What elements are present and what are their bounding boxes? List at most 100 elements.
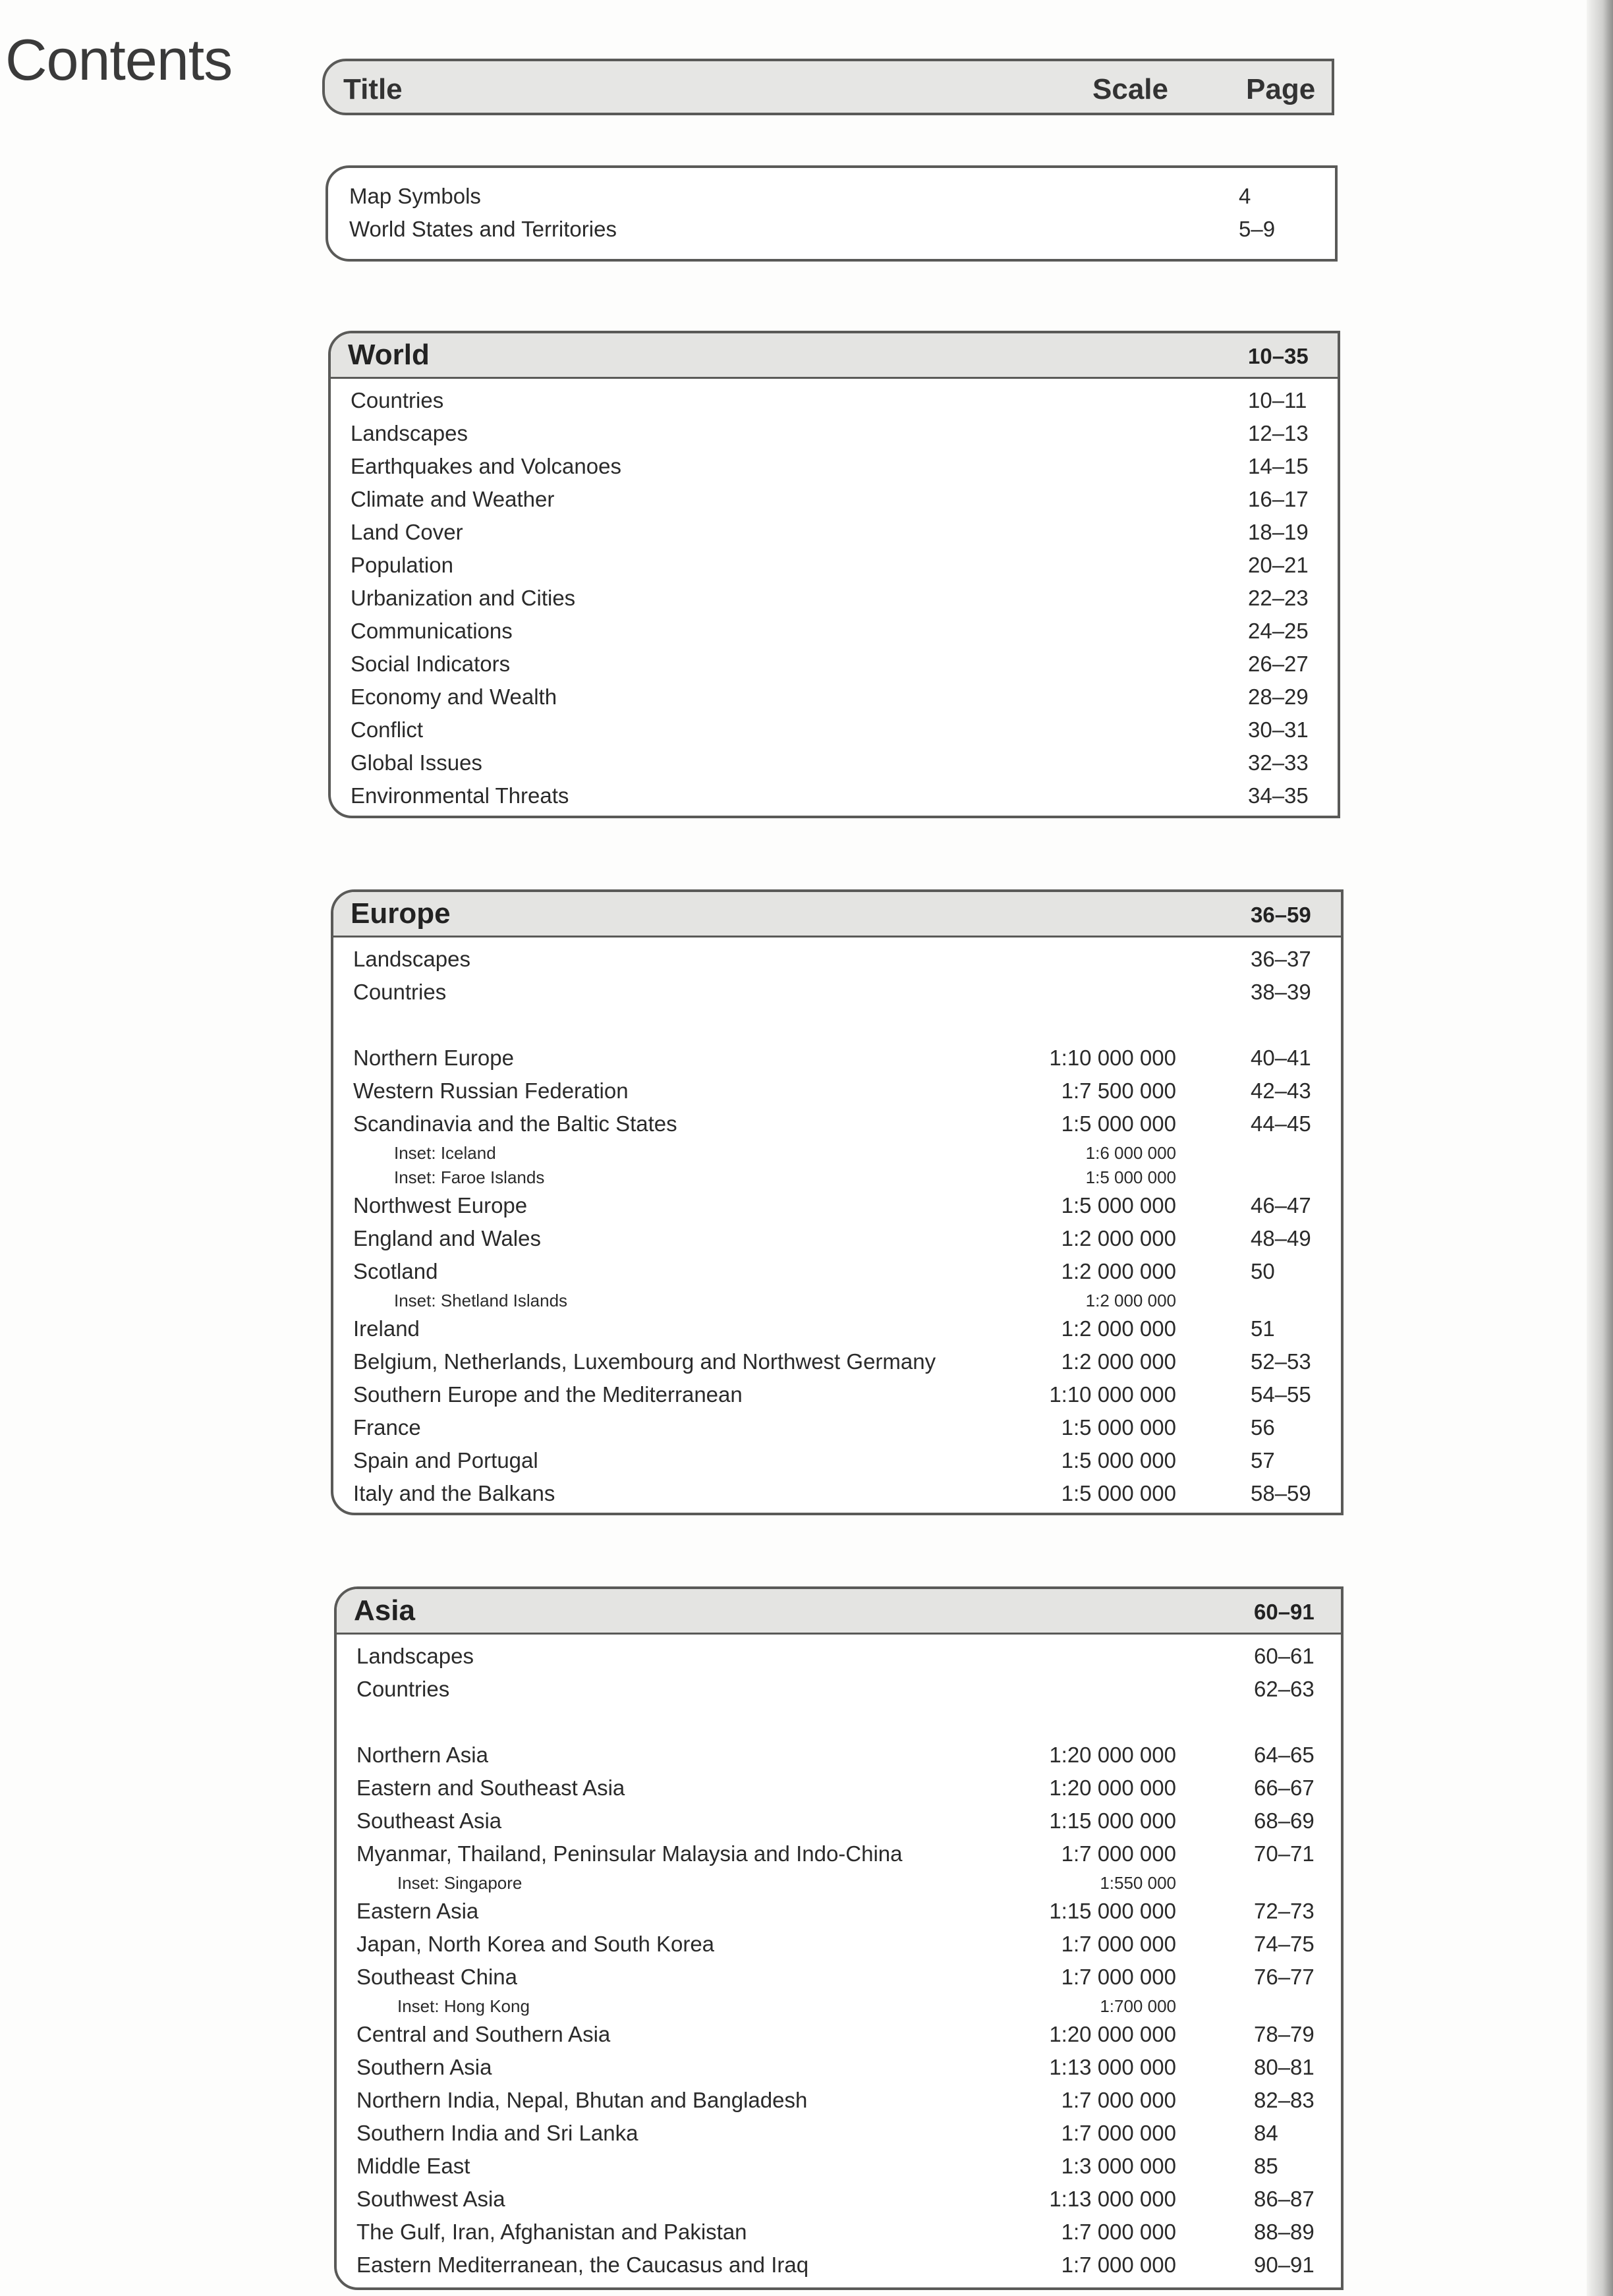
entry-title: Communications: [351, 619, 513, 643]
entry-title: World States and Territories: [349, 217, 617, 241]
entry-page: 20–21: [1248, 553, 1309, 577]
toc-entry[interactable]: Global Issues 32–33: [331, 746, 1338, 779]
toc-entry[interactable]: Land Cover 18–19: [331, 516, 1338, 549]
toc-entry[interactable]: Western Russian Federation 1:7 500 000 42–…: [333, 1075, 1341, 1107]
inset-scale: 1:700 000: [1100, 1996, 1176, 2016]
entry-page: 24–25: [1248, 619, 1309, 643]
inset-title: Inset: Shetland Islands: [394, 1291, 568, 1310]
section-title: Asia: [354, 1594, 415, 1627]
toc-entry[interactable]: Social Indicators 26–27: [331, 648, 1338, 681]
inset-entry: Inset: Hong Kong 1:700 000: [337, 1994, 1341, 2018]
entry-scale: 1:7 000 000: [1061, 2253, 1176, 2277]
entry-scale: 1:7 000 000: [1061, 2220, 1176, 2244]
toc-entry[interactable]: Eastern Asia 1:15 000 000 72–73: [337, 1895, 1341, 1928]
toc-entry[interactable]: Map Symbols 4: [328, 184, 1335, 221]
entry-page: 38–39: [1251, 980, 1311, 1004]
entry-title: Climate and Weather: [351, 487, 555, 511]
toc-entry[interactable]: England and Wales 1:2 000 000 48–49: [333, 1222, 1341, 1255]
section-pages: 60–91: [1254, 1600, 1315, 1624]
entry-page: 48–49: [1251, 1226, 1311, 1250]
entry-title: Map Symbols: [349, 184, 481, 208]
toc-entry[interactable]: Conflict 30–31: [331, 714, 1338, 746]
toc-entry[interactable]: Eastern Mediterranean, the Caucasus and …: [337, 2249, 1341, 2282]
toc-entry[interactable]: Scandinavia and the Baltic States 1:5 000…: [333, 1107, 1341, 1140]
toc-entry[interactable]: Northern Asia 1:20 000 000 64–65: [337, 1739, 1341, 1772]
entry-page: 52–53: [1251, 1349, 1311, 1374]
entry-scale: 1:2 000 000: [1061, 1349, 1176, 1374]
toc-entry[interactable]: Southern Europe and the Mediterranean 1:1…: [333, 1378, 1341, 1411]
toc-entry[interactable]: Belgium, Netherlands, Luxembourg and Nor…: [333, 1345, 1341, 1378]
entry-page: 51: [1251, 1316, 1275, 1341]
entry-page: 60–61: [1254, 1644, 1315, 1668]
entry-title: France: [353, 1415, 421, 1440]
entry-page: 88–89: [1254, 2220, 1315, 2244]
toc-entry[interactable]: Communications 24–25: [331, 615, 1338, 648]
toc-entry[interactable]: Northwest Europe 1:5 000 000 46–47: [333, 1189, 1341, 1222]
toc-entry[interactable]: Central and Southern Asia 1:20 000 000 78–…: [337, 2018, 1341, 2051]
entry-page: 26–27: [1248, 652, 1309, 676]
entry-title: Northern Europe: [353, 1046, 514, 1070]
entry-page: 50: [1251, 1259, 1275, 1283]
toc-entry[interactable]: Northern India, Nepal, Bhutan and Bangla…: [337, 2084, 1341, 2117]
entry-title: Population: [351, 553, 453, 577]
toc-entry[interactable]: France 1:5 000 000 56: [333, 1411, 1341, 1444]
entry-page: 76–77: [1254, 1965, 1315, 1989]
toc-entry[interactable]: Environmental Threats 34–35: [331, 779, 1338, 812]
entry-page: 5–9: [1239, 217, 1276, 241]
toc-entry[interactable]: Climate and Weather 16–17: [331, 483, 1338, 516]
toc-entry[interactable]: Southwest Asia 1:13 000 000 86–87: [337, 2183, 1341, 2216]
toc-entry[interactable]: Eastern and Southeast Asia 1:20 000 000 66…: [337, 1772, 1341, 1805]
entry-title: Economy and Wealth: [351, 685, 557, 709]
toc-entry[interactable]: Countries 62–63: [337, 1673, 1341, 1706]
entry-title: Ireland: [353, 1316, 420, 1341]
entry-title: Central and Southern Asia: [356, 2022, 611, 2046]
entry-scale: 1:2 000 000: [1061, 1226, 1176, 1250]
toc-entry[interactable]: Countries 10–11: [331, 384, 1338, 417]
entry-page: 40–41: [1251, 1046, 1311, 1070]
entry-title: Eastern Asia: [356, 1899, 479, 1923]
toc-entry[interactable]: Italy and the Balkans 1:5 000 000 58–59: [333, 1477, 1341, 1510]
entry-page: 34–35: [1248, 783, 1309, 808]
toc-entry[interactable]: Population 20–21: [331, 549, 1338, 582]
toc-entry[interactable]: Southern Asia 1:13 000 000 80–81: [337, 2051, 1341, 2084]
toc-entry[interactable]: Southeast Asia 1:15 000 000 68–69: [337, 1805, 1341, 1837]
toc-entry[interactable]: Scotland 1:2 000 000 50: [333, 1255, 1341, 1288]
entry-scale: 1:13 000 000: [1049, 2187, 1176, 2211]
entry-page: 86–87: [1254, 2187, 1315, 2211]
toc-entry[interactable]: Countries 38–39: [333, 976, 1341, 1009]
toc-entry[interactable]: World States and Territories 5–9: [328, 217, 1335, 254]
inset-entry: Inset: Shetland Islands 1:2 000 000: [333, 1288, 1341, 1312]
entry-page: 22–23: [1248, 586, 1309, 610]
header-page: Page: [1246, 73, 1316, 105]
toc-entry[interactable]: Japan, North Korea and South Korea 1:7 00…: [337, 1928, 1341, 1961]
section-entries: Landscapes 60–61 Countries 62–63 Northern As…: [337, 1635, 1341, 2288]
toc-entry[interactable]: Ireland 1:2 000 000 51: [333, 1312, 1341, 1345]
entry-page: 66–67: [1254, 1776, 1315, 1800]
entry-scale: 1:7 000 000: [1061, 1841, 1176, 1866]
toc-entry[interactable]: The Gulf, Iran, Afghanistan and Pakistan…: [337, 2216, 1341, 2249]
toc-entry[interactable]: Southeast China 1:7 000 000 76–77: [337, 1961, 1341, 1994]
toc-entry[interactable]: Southern India and Sri Lanka 1:7 000 000 8…: [337, 2117, 1341, 2150]
toc-entry[interactable]: Urbanization and Cities 22–23: [331, 582, 1338, 615]
toc-entry[interactable]: Spain and Portugal 1:5 000 000 57: [333, 1444, 1341, 1477]
toc-entry[interactable]: Landscapes 12–13: [331, 417, 1338, 450]
entry-title: Italy and the Balkans: [353, 1481, 555, 1505]
entry-title: Eastern and Southeast Asia: [356, 1776, 625, 1800]
toc-entry[interactable]: Landscapes 60–61: [337, 1640, 1341, 1673]
column-header: Title Scale Page: [322, 59, 1334, 115]
entry-title: Scotland: [353, 1259, 438, 1283]
entry-title: Land Cover: [351, 520, 463, 544]
toc-entry[interactable]: Northern Europe 1:10 000 000 40–41: [333, 1042, 1341, 1075]
entry-title: Earthquakes and Volcanoes: [351, 454, 621, 478]
toc-entry[interactable]: Myanmar, Thailand, Peninsular Malaysia a…: [337, 1837, 1341, 1870]
entry-title: Southeast China: [356, 1965, 518, 1989]
section-header: Asia 60–91: [337, 1589, 1341, 1635]
toc-entry[interactable]: Middle East 1:3 000 000 85: [337, 2150, 1341, 2183]
toc-entry[interactable]: Earthquakes and Volcanoes 14–15: [331, 450, 1338, 483]
entry-page: 68–69: [1254, 1808, 1315, 1833]
toc-entry[interactable]: Economy and Wealth 28–29: [331, 681, 1338, 714]
section-header: World 10–35: [331, 333, 1338, 379]
toc-entry[interactable]: Landscapes 36–37: [333, 943, 1341, 976]
entry-title: Southern Europe and the Mediterranean: [353, 1382, 743, 1407]
entry-page: 32–33: [1248, 750, 1309, 775]
